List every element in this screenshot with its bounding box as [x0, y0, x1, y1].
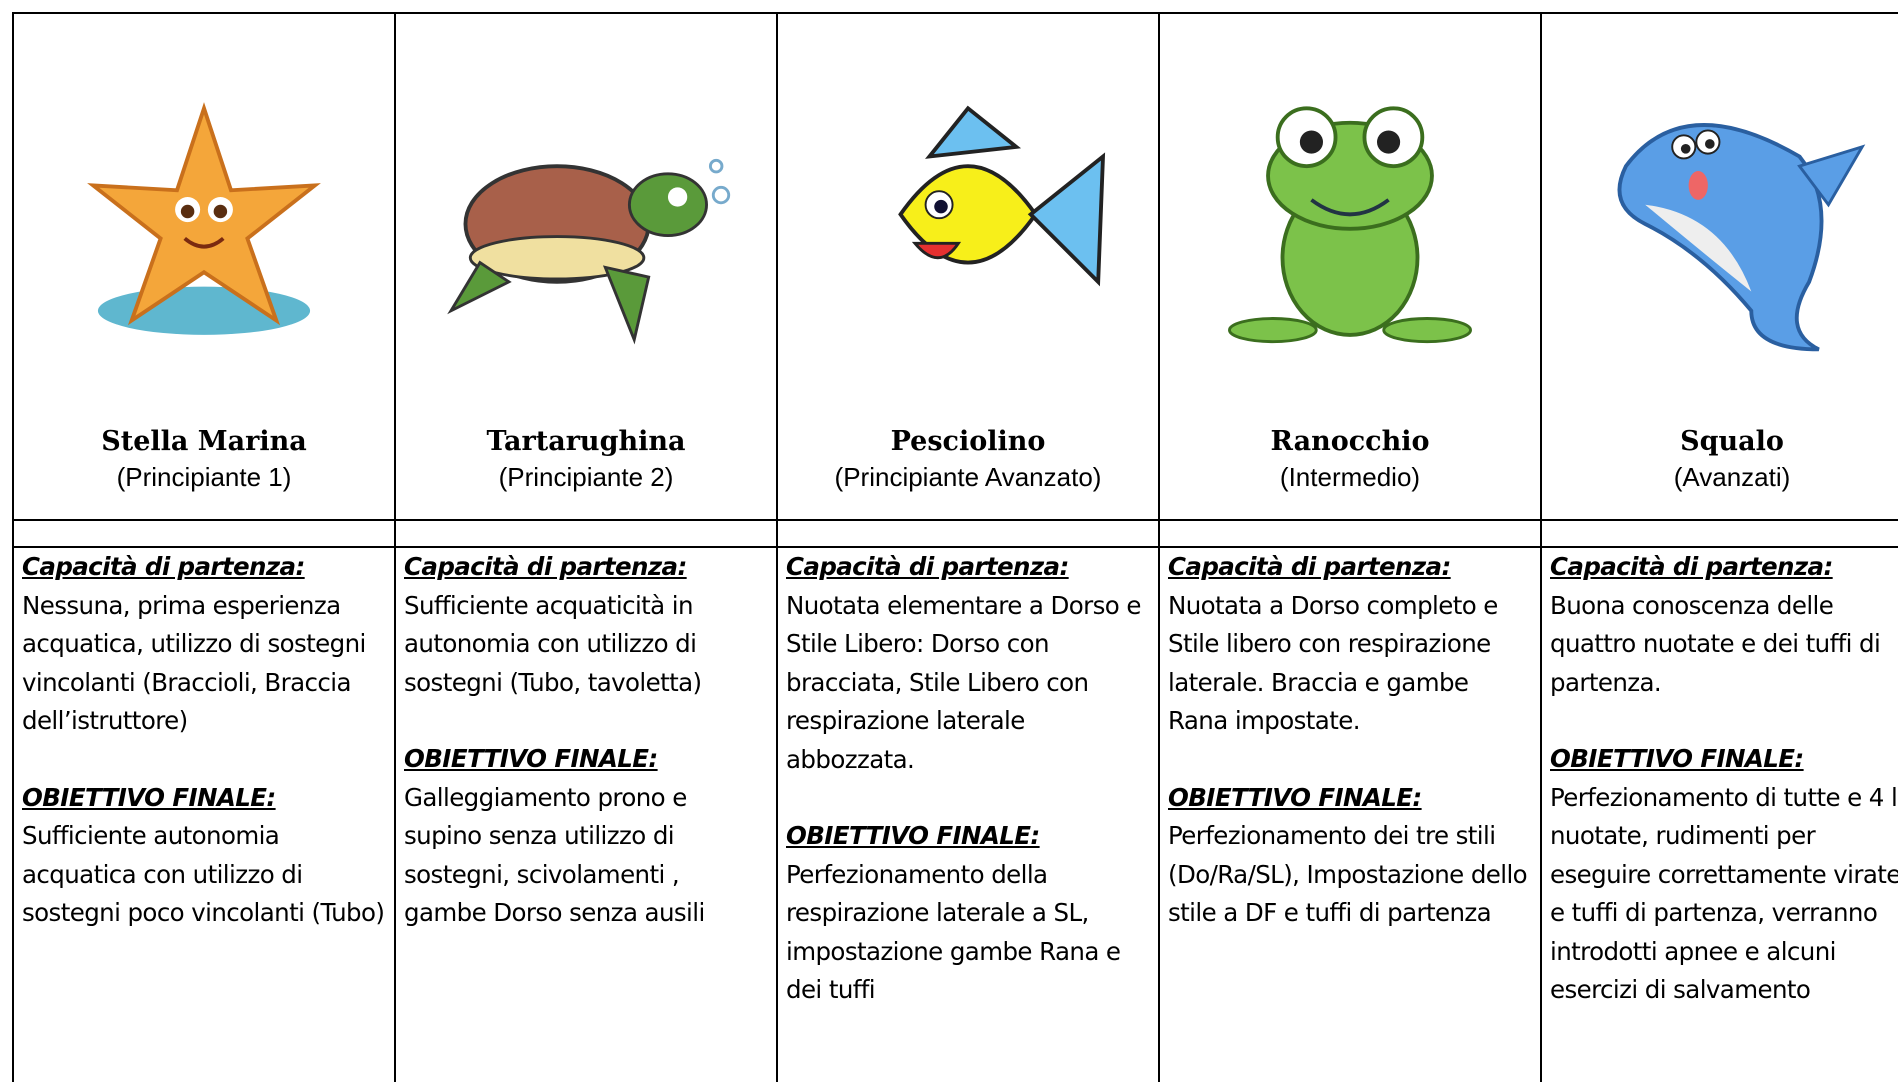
- level-subtitle: (Principiante 1): [116, 462, 292, 492]
- goal-text: Perfezionamento della respirazione later…: [786, 859, 1121, 1005]
- spacer-cell: [776, 519, 1160, 548]
- level-cell: Squalo (Avanzati): [1540, 12, 1898, 521]
- start-text: Sufficiente acquaticità in autonomia con…: [404, 590, 702, 697]
- start-label: Capacità di partenza:: [1168, 552, 1451, 581]
- spacer: [22, 741, 386, 779]
- description-cell: Capacità di partenza: Sufficiente acquati…: [394, 546, 778, 1082]
- goal-text: Perfezionamento dei tre stili (Do/Ra/SL)…: [1168, 821, 1528, 927]
- description-cell: Capacità di partenza: Nuotata a Dorso com…: [1158, 546, 1542, 1082]
- goal-label: OBIETTIVO FINALE:: [404, 744, 658, 773]
- level-subtitle: (Avanzati): [1673, 462, 1791, 492]
- spacer: [786, 779, 1150, 817]
- start-text: Nessuna, prima esperienza acquatica, uti…: [22, 590, 366, 736]
- level-subtitle: (Principiante 2): [498, 462, 674, 492]
- spacer-cell: [12, 519, 396, 548]
- level-cell: Ranocchio (Intermedio): [1158, 12, 1542, 521]
- start-text: Nuotata elementare a Dorso e Stile Liber…: [786, 590, 1141, 774]
- header-row: Stella Marina (Principiante 1) Tartarughin…: [12, 12, 1898, 521]
- start-label: Capacità di partenza:: [404, 552, 687, 581]
- level-name: Pesciolino: [890, 426, 1046, 457]
- spacer-cell: [394, 519, 778, 548]
- spacer: [404, 702, 768, 740]
- goal-label: OBIETTIVO FINALE:: [1550, 744, 1804, 773]
- level-name: Squalo: [1680, 426, 1784, 457]
- level-cell: Stella Marina (Principiante 1): [12, 12, 396, 521]
- start-label: Capacità di partenza:: [786, 552, 1069, 581]
- mascot-image: [87, 102, 321, 335]
- goal-text: Sufficiente autonomia acquatica con util…: [22, 821, 385, 927]
- goal-text: Perfezionamento di tutte e 4 le nuotate,…: [1550, 782, 1898, 1005]
- spacer-row: [12, 519, 1898, 548]
- mascot-image: [1228, 106, 1472, 344]
- level-cell: Pesciolino (Principiante Avanzato): [776, 12, 1160, 521]
- goal-label: OBIETTIVO FINALE:: [22, 782, 276, 812]
- description-cell: Capacità di partenza: Nessuna, prima espe…: [12, 546, 396, 1082]
- start-text: Buona conoscenza delle quattro nuotate e…: [1550, 590, 1881, 697]
- spacer-cell: [1540, 519, 1898, 548]
- description-cell: Capacità di partenza: Nuotata elementare …: [776, 546, 1160, 1082]
- start-text: Nuotata a Dorso completo e Stile libero …: [1168, 590, 1498, 736]
- mascot-image: [898, 105, 1106, 287]
- spacer: [1168, 741, 1532, 779]
- goal-label: OBIETTIVO FINALE:: [1168, 782, 1422, 812]
- mascot-image: [447, 158, 731, 345]
- level-name: Ranocchio: [1270, 426, 1430, 457]
- goal-text: Galleggiamento prono e supino senza util…: [404, 782, 705, 928]
- spacer-cell: [1158, 519, 1542, 548]
- level-subtitle: (Intermedio): [1279, 462, 1421, 492]
- level-name: Stella Marina: [101, 426, 307, 457]
- content-row: Capacità di partenza: Nessuna, prima espe…: [12, 546, 1898, 1082]
- level-cell: Tartarughina (Principiante 2): [394, 12, 778, 521]
- mascot-image: [1617, 123, 1866, 352]
- start-label: Capacità di partenza:: [1550, 552, 1833, 581]
- levels-table: Stella Marina (Principiante 1) Tartarughin…: [12, 12, 1898, 1082]
- description-cell: Capacità di partenza: Buona conoscenza de…: [1540, 546, 1898, 1082]
- level-subtitle: (Principiante Avanzato): [834, 462, 1102, 492]
- level-name: Tartarughina: [486, 426, 686, 457]
- spacer: [1550, 702, 1898, 740]
- start-label: Capacità di partenza:: [22, 552, 305, 581]
- goal-label: OBIETTIVO FINALE:: [786, 821, 1040, 850]
